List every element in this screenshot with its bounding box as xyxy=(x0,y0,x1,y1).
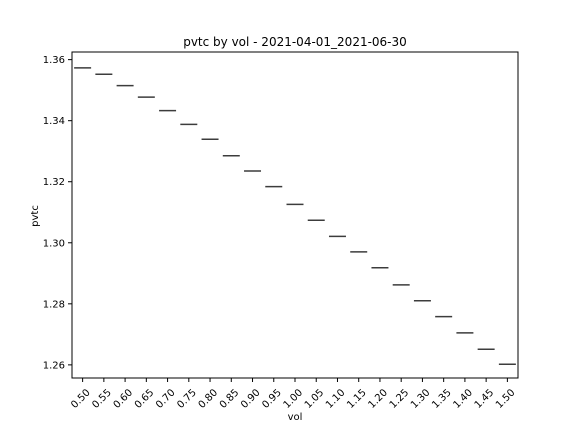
plot-frame xyxy=(71,51,519,379)
y-tick-label: 1.26 xyxy=(43,360,65,371)
plot-area xyxy=(71,51,519,379)
y-tick-label: 1.32 xyxy=(43,177,65,188)
x-axis-label: vol xyxy=(288,412,303,423)
y-tick-label: 1.30 xyxy=(43,238,65,249)
y-axis-label: pvtc xyxy=(30,205,41,227)
y-axis: 1.26 1.28 1.30 1.32 1.34 1.36 xyxy=(43,55,72,371)
chart-title: pvtc by vol - 2021-04-01_2021-06-30 xyxy=(183,35,407,49)
box-marks xyxy=(74,67,516,366)
y-tick-label: 1.34 xyxy=(43,116,65,127)
y-tick-label: 1.28 xyxy=(43,299,65,310)
y-tick-label: 1.36 xyxy=(43,55,65,66)
